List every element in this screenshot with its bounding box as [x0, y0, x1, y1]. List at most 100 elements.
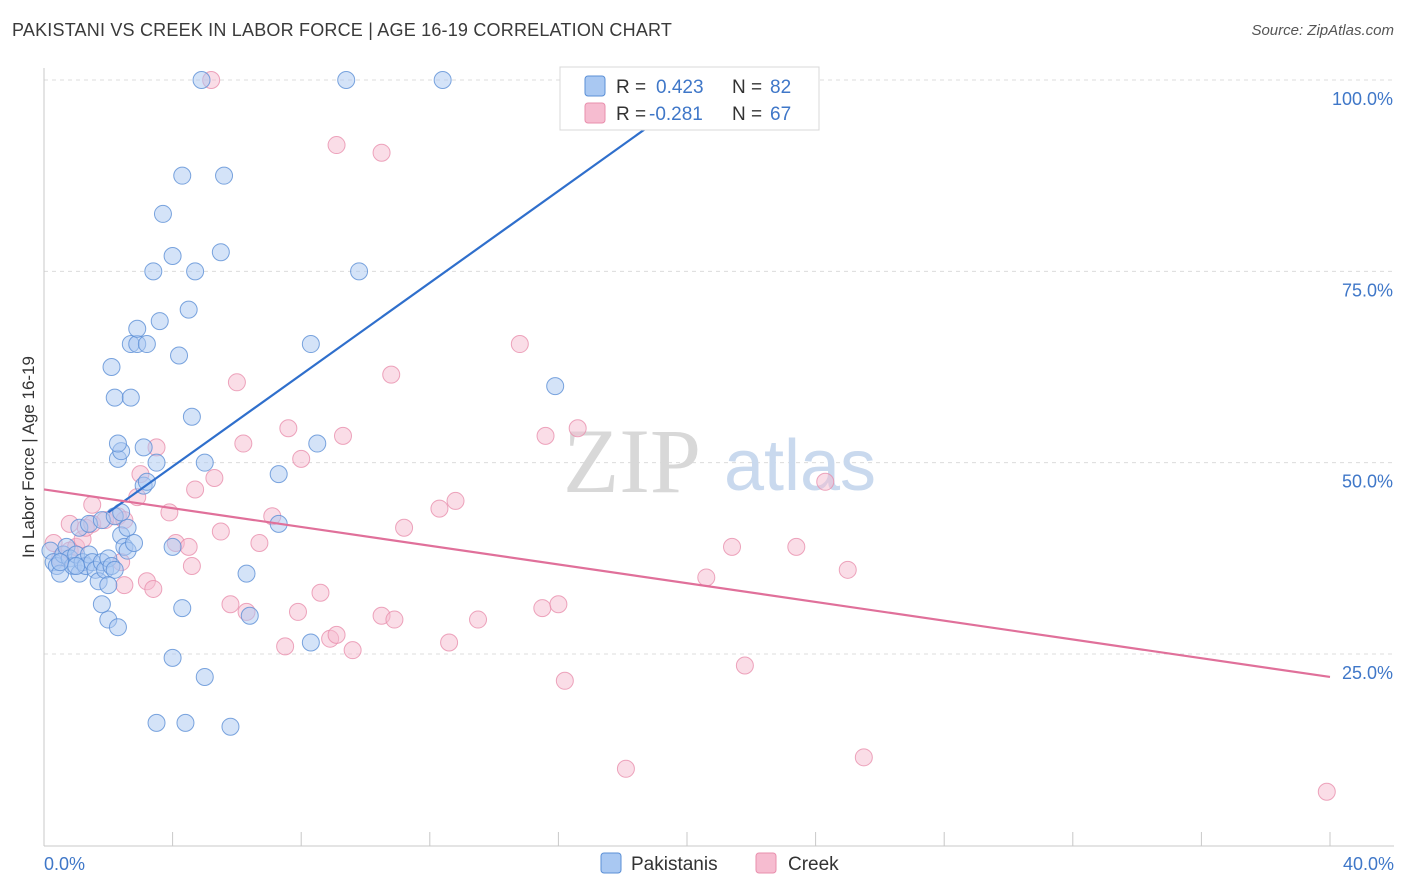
watermark-atlas: atlas: [724, 426, 876, 506]
creek-point-24: [205, 468, 224, 487]
pakistanis-point-78: [350, 262, 369, 281]
pakistanis-point-42: [105, 388, 124, 407]
creek-point-65: [854, 748, 873, 767]
creek-point-21: [179, 537, 198, 556]
creek-point-9: [83, 495, 102, 514]
creek-point-52: [510, 335, 529, 354]
y-tick-label-75: 75.0%: [1342, 280, 1393, 300]
pakistanis-point-51: [179, 300, 198, 319]
creek-point-42: [395, 518, 414, 537]
creek-point-38: [327, 625, 346, 644]
creek-point-18: [144, 579, 163, 598]
pakistanis-point-63: [195, 453, 214, 472]
axes: [43, 68, 1394, 847]
creek-point-28: [227, 373, 246, 392]
creek-point-36: [311, 583, 330, 602]
pakistanis-point-70: [240, 606, 259, 625]
legend-pakistanis-label: Pakistanis: [631, 854, 718, 875]
pakistanis-point-54: [186, 262, 205, 281]
creek-point-47: [327, 136, 346, 155]
pakistanis-point-20: [105, 560, 124, 579]
creek-point-61: [735, 656, 754, 675]
pakistanis-point-80: [51, 553, 70, 572]
creek-point-66: [1317, 782, 1336, 801]
creek-point-51: [333, 426, 352, 445]
pakistanis-point-59: [192, 71, 211, 89]
creek-trendline: [43, 488, 1331, 679]
y-axis-title: In Labor Force | Age 16-19: [19, 356, 38, 558]
creek-point-59: [697, 568, 716, 587]
pakistanis-point-75: [221, 717, 240, 736]
legend-creek-label: Creek: [788, 854, 839, 875]
pakistanis-point-76: [301, 633, 320, 652]
creek-point-30: [250, 534, 269, 553]
pakistanis-point-72: [163, 648, 182, 667]
creek-point-54: [568, 419, 587, 438]
watermark: ZIP atlas: [563, 410, 876, 512]
creek-point-23: [186, 480, 205, 499]
pakistanis-point-79: [546, 377, 565, 396]
creek-point-32: [279, 419, 298, 438]
stats-legend: R = 0.423 N = 82 R = -0.281 N = 67: [559, 66, 820, 131]
creek-point-45: [446, 491, 465, 510]
creek-point-62: [787, 537, 806, 556]
creek-point-44: [440, 633, 459, 652]
pakistanis-point-65: [173, 599, 192, 618]
creek-point-46: [469, 610, 488, 629]
creek-point-63: [816, 472, 835, 491]
creek-point-34: [276, 637, 295, 656]
legend-creek-swatch: [755, 852, 777, 874]
pakistanis-point-53: [163, 247, 182, 266]
pakistanis-point-34: [99, 576, 118, 595]
y-tick-label-100: 100.0%: [1332, 89, 1393, 109]
pakistanis-r-label: R =: [616, 77, 646, 98]
creek-point-41: [385, 610, 404, 629]
creek-point-22: [182, 556, 201, 575]
pakistanis-point-71: [308, 434, 327, 453]
creek-point-58: [616, 759, 635, 778]
creek-point-33: [292, 449, 311, 468]
x-tick-label-max: 40.0%: [1343, 854, 1394, 874]
pakistanis-point-37: [147, 453, 166, 472]
y-tick-labels: 25.0% 50.0% 75.0% 100.0%: [1332, 89, 1393, 683]
creek-point-26: [221, 595, 240, 614]
pakistanis-point-74: [176, 713, 195, 732]
x-ticks: [172, 832, 1331, 846]
y-tick-label-50: 50.0%: [1342, 472, 1393, 492]
pakistanis-point-55: [211, 243, 230, 262]
pakistanis-point-77: [301, 335, 320, 354]
pakistanis-point-57: [173, 166, 192, 185]
pakistanis-point-29: [125, 534, 144, 553]
pakistanis-point-33: [92, 595, 111, 614]
pakistanis-point-41: [108, 434, 127, 453]
pakistanis-r-value: 0.423: [656, 77, 704, 98]
chart-title: PAKISTANI VS CREEK IN LABOR FORCE | AGE …: [12, 20, 673, 40]
creek-point-56: [549, 595, 568, 614]
creek-point-50: [382, 365, 401, 384]
creek-point-43: [430, 499, 449, 518]
creek-point-53: [536, 426, 555, 445]
pakistanis-point-44: [102, 358, 121, 376]
legend-pakistanis-swatch: [600, 852, 622, 874]
chart-source: Source: ZipAtlas.com: [1251, 22, 1394, 39]
pakistanis-point-60: [337, 71, 356, 89]
pakistanis-point-38: [134, 438, 153, 457]
pakistanis-n-label: N =: [732, 77, 762, 98]
pakistanis-n-value: 82: [770, 77, 791, 98]
creek-point-35: [288, 602, 307, 621]
trendlines: [43, 86, 1331, 679]
pakistanis-point-73: [147, 713, 166, 732]
pakistanis-point-61: [433, 71, 452, 89]
pakistanis-point-64: [163, 537, 182, 556]
pakistanis-point-56: [153, 204, 172, 223]
creek-point-60: [723, 537, 742, 556]
pakistanis-point-62: [182, 407, 201, 426]
creek-point-25: [211, 522, 230, 541]
creek-r-value: -0.281: [649, 104, 703, 125]
creek-point-55: [533, 599, 552, 618]
pakistanis-point-26: [118, 518, 137, 537]
creek-point-16: [115, 576, 134, 595]
pakistanis-point-50: [170, 346, 189, 365]
creek-point-29: [234, 434, 253, 453]
